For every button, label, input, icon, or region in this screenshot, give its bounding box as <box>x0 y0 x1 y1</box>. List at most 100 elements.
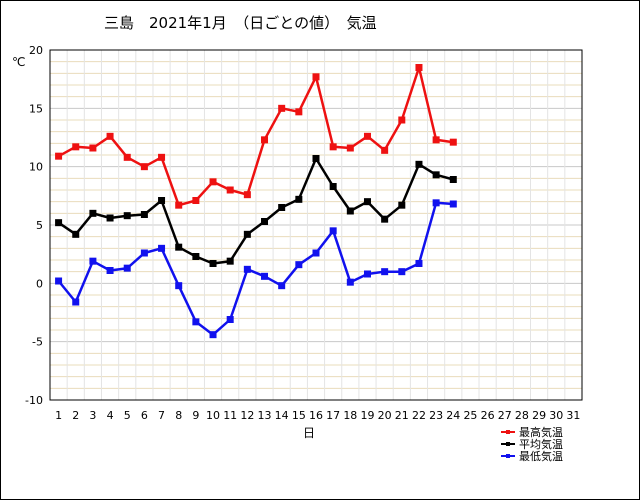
data-point <box>209 331 217 339</box>
data-point <box>106 267 114 274</box>
data-point <box>329 143 337 151</box>
series-line <box>57 66 454 207</box>
data-point <box>278 282 286 290</box>
data-point <box>415 64 423 71</box>
x-tick-label: 11 <box>223 409 237 422</box>
x-tick-label: 7 <box>158 409 165 422</box>
data-point <box>89 209 97 217</box>
x-tick-label: 29 <box>532 409 546 422</box>
plot-area <box>49 49 583 401</box>
y-axis-unit-label: ℃ <box>12 55 25 69</box>
x-tick-label: 22 <box>412 409 426 422</box>
data-point <box>89 144 97 152</box>
data-point <box>123 264 131 272</box>
data-point <box>295 195 303 203</box>
legend-swatch-marker <box>506 442 510 446</box>
y-tick-label: -10 <box>25 394 43 407</box>
data-point <box>158 244 166 252</box>
chart-title: 三島 2021年1月 （日ごとの値） 気温 <box>104 14 377 32</box>
data-point <box>158 197 166 204</box>
legend-label: 最低気温 <box>519 449 563 463</box>
data-point <box>243 191 251 199</box>
y-tick-labels: 20 15 10 5 0 -5 -10 <box>25 44 43 407</box>
data-point <box>278 204 286 211</box>
x-tick-label: 31 <box>566 409 580 422</box>
x-axis-label: 日 <box>303 426 315 440</box>
y-tick-label: 0 <box>36 277 43 290</box>
x-tick-label: 1 <box>55 409 62 422</box>
x-tick-label: 8 <box>175 409 182 422</box>
legend-swatch-marker <box>506 454 510 458</box>
data-point <box>243 230 251 238</box>
x-tick-label: 3 <box>89 409 96 422</box>
data-point <box>312 249 320 257</box>
data-point <box>312 155 320 162</box>
x-tick-label: 17 <box>326 409 340 422</box>
data-point <box>278 104 286 112</box>
data-point <box>226 316 234 323</box>
data-point <box>398 268 406 276</box>
data-point <box>106 214 114 222</box>
data-point <box>449 138 457 146</box>
data-point <box>381 268 389 276</box>
series-1 <box>55 64 457 209</box>
x-tick-label: 13 <box>258 409 272 422</box>
data-point <box>363 198 371 206</box>
data-point <box>432 199 440 207</box>
x-tick-label: 6 <box>141 409 148 422</box>
data-point <box>346 278 354 286</box>
data-point <box>72 298 80 306</box>
x-tick-label: 14 <box>275 409 289 422</box>
data-point <box>175 243 183 251</box>
x-tick-label: 26 <box>481 409 495 422</box>
data-point <box>329 227 337 235</box>
data-point <box>415 160 423 168</box>
data-point <box>261 272 269 280</box>
data-point <box>329 183 337 190</box>
data-point <box>192 197 200 204</box>
series-3 <box>55 199 457 339</box>
legend-label: 最高気温 <box>519 425 563 439</box>
x-tick-label: 19 <box>360 409 374 422</box>
data-point <box>209 178 217 186</box>
x-tick-label: 16 <box>309 409 323 422</box>
y-tick-label: 5 <box>36 219 43 232</box>
x-tick-label: 25 <box>463 409 477 422</box>
data-point <box>295 108 303 116</box>
x-tick-label: 9 <box>192 409 199 422</box>
data-point <box>449 176 457 183</box>
data-point <box>346 207 354 215</box>
data-point <box>158 153 166 161</box>
data-point <box>398 116 406 124</box>
data-point <box>432 136 440 144</box>
data-point <box>72 230 80 238</box>
data-point <box>261 218 269 225</box>
data-point <box>398 201 406 209</box>
data-point <box>175 282 183 290</box>
data-point <box>55 277 63 285</box>
y-tick-label: -5 <box>32 336 43 349</box>
data-point <box>106 132 114 140</box>
data-point <box>295 261 303 269</box>
y-tick-label: 10 <box>29 161 43 174</box>
x-tick-label: 15 <box>292 409 306 422</box>
data-point <box>123 212 131 220</box>
data-point <box>209 260 217 267</box>
x-tick-label: 23 <box>429 409 443 422</box>
data-point <box>381 146 389 154</box>
grid <box>50 50 582 400</box>
data-point <box>175 201 183 209</box>
data-point <box>72 143 80 151</box>
data-point <box>432 171 440 179</box>
data-point <box>381 215 389 223</box>
data-point <box>123 153 131 161</box>
data-point <box>261 136 269 144</box>
data-point <box>192 253 200 260</box>
series-2 <box>55 155 457 267</box>
x-tick-label: 5 <box>124 409 131 422</box>
x-tick-label: 30 <box>549 409 563 422</box>
x-tick-label: 24 <box>446 409 460 422</box>
x-tick-labels: 1 2 3 4 5 6 7 8 9 10 11 12 13 14 15 16 17 18 19 20 21 22 23 24 2… <box>55 409 580 422</box>
data-point <box>449 200 457 208</box>
